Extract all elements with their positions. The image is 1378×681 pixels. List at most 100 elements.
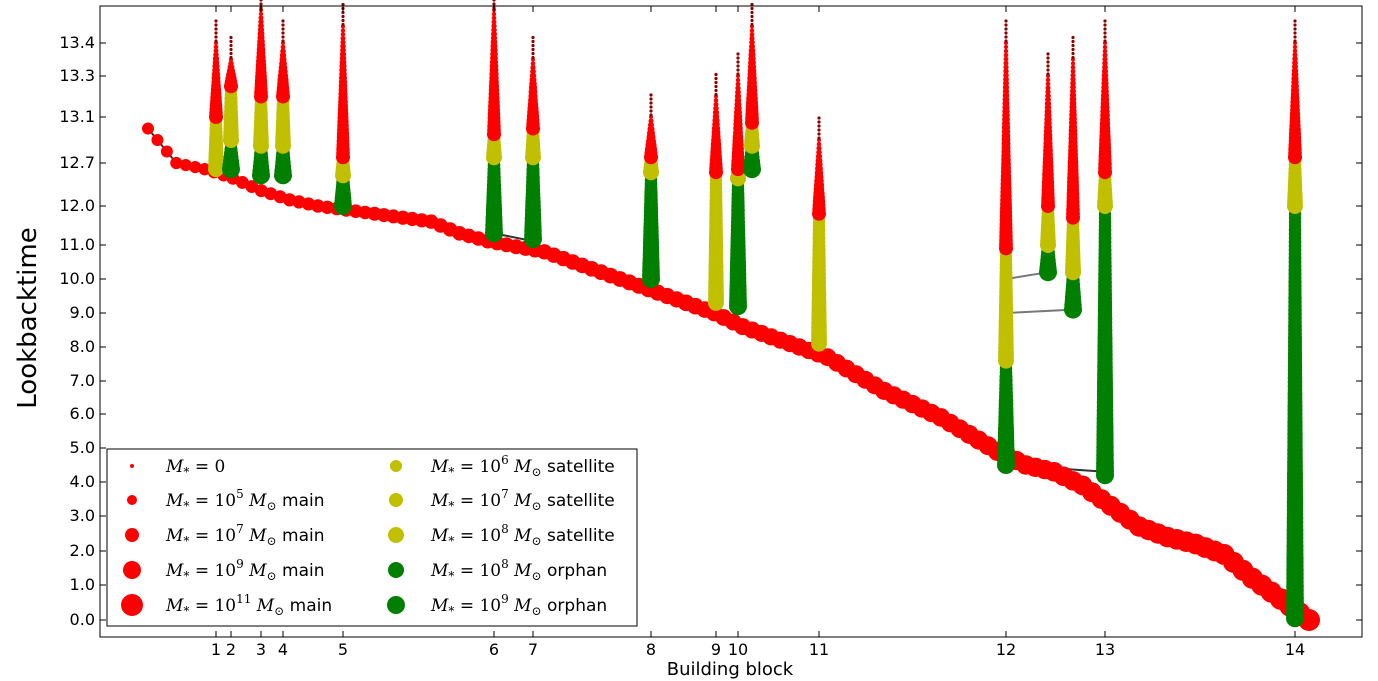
zero-mass-point	[281, 35, 285, 39]
main-point	[491, 23, 497, 29]
main-point	[1102, 60, 1108, 66]
zero-mass-point	[649, 101, 653, 105]
legend-label: M* = 1011 M⊙ main	[165, 592, 332, 618]
y-tick-label: 7.0	[70, 371, 95, 390]
main-point	[213, 44, 219, 50]
y-tick-label: 10.0	[59, 269, 95, 288]
x-tick-label: 10	[728, 640, 748, 659]
main-branch-point	[170, 156, 183, 170]
legend-label: M* = 107 M⊙ main	[165, 522, 325, 548]
zero-mass-point	[492, 0, 496, 2]
main-point	[1292, 44, 1298, 50]
main-point	[1045, 85, 1051, 91]
zero-mass-point	[229, 55, 233, 60]
main-point	[735, 89, 741, 96]
zero-mass-point	[736, 64, 740, 68]
zero-mass-point	[1293, 27, 1297, 31]
main-point	[1102, 44, 1108, 50]
zero-mass-point	[214, 27, 218, 31]
zero-mass-point	[1004, 39, 1008, 43]
main-point	[340, 47, 346, 54]
main-point	[1003, 68, 1009, 74]
legend-label: M* = 108 M⊙ satellite	[430, 522, 615, 548]
main-point	[1102, 56, 1108, 62]
legend-marker	[388, 562, 404, 578]
main-point	[279, 52, 287, 59]
main-point	[1102, 64, 1108, 71]
x-tick-label: 1	[211, 640, 221, 659]
plot-frame	[99, 5, 1363, 638]
main-point	[258, 19, 264, 25]
legend-label: M* = 107 M⊙ satellite	[430, 487, 615, 513]
zero-mass-point	[531, 51, 535, 56]
zero-mass-point	[1293, 35, 1297, 39]
main-point	[1045, 77, 1051, 83]
main-point	[1102, 48, 1108, 54]
zero-mass-point	[281, 27, 285, 31]
main-point	[1003, 56, 1009, 62]
main-point	[1045, 89, 1051, 95]
x-tick-label: 7	[528, 640, 538, 659]
y-tick-label: 12.0	[59, 196, 95, 215]
main-point	[1003, 72, 1009, 79]
y-tick-label: 13.4	[59, 33, 95, 52]
main-point	[749, 32, 755, 37]
main-point	[816, 149, 822, 156]
x-tick-label: 8	[646, 640, 656, 659]
zero-mass-point	[649, 93, 653, 97]
y-tick-label: 2.0	[70, 541, 95, 560]
zero-mass-point	[229, 51, 233, 56]
legend-label: M* = 105 M⊙ main	[165, 487, 325, 513]
x-tick-label: 13	[1095, 640, 1115, 659]
main-point	[713, 98, 719, 103]
legend-marker	[389, 493, 403, 507]
main-point	[529, 72, 537, 79]
main-point	[491, 27, 497, 33]
main-branch-point	[160, 145, 173, 158]
y-tick-label: 9.0	[70, 303, 95, 322]
main-point	[258, 22, 264, 29]
legend-label: M* = 108 M⊙ orphan	[430, 557, 607, 583]
main-point	[491, 19, 497, 25]
zero-mass-point	[736, 60, 740, 64]
y-axis: 0.0 1.0 2.0 3.0 4.0 5.0 6.0 7.0 8.0 9.0 10.0 11.0 12…	[59, 33, 1362, 629]
zero-mass-point	[750, 18, 754, 23]
main-point	[1101, 68, 1109, 75]
main-branch-point	[142, 122, 154, 135]
main-point	[280, 44, 286, 50]
zero-mass-point	[1004, 35, 1008, 39]
y-tick-label: 8.0	[70, 337, 95, 356]
main-point	[340, 32, 346, 37]
x-axis-title: Building block	[667, 659, 794, 680]
main-point	[530, 61, 536, 66]
x-tick-label: 4	[278, 640, 288, 659]
main-point	[1292, 59, 1298, 66]
zero-mass-point	[750, 22, 754, 27]
main-point	[213, 48, 219, 54]
y-tick-label: 0.0	[70, 610, 95, 629]
zero-mass-point	[817, 132, 821, 136]
zero-mass-point	[714, 88, 718, 93]
legend-marker	[390, 460, 402, 472]
zero-mass-point	[1103, 35, 1107, 39]
x-tick-label: 2	[226, 640, 236, 659]
main-point	[1003, 76, 1009, 83]
zero-mass-point	[736, 68, 740, 72]
zero-mass-point	[1071, 39, 1075, 44]
zero-mass-point	[750, 6, 754, 11]
zero-mass-point	[1071, 55, 1075, 60]
main-point	[1003, 80, 1009, 87]
zero-mass-point	[1293, 39, 1297, 43]
legend: M* = 0 M* = 105 M⊙ main M* = 107 M⊙ main M*…	[106, 448, 638, 627]
main-point	[735, 81, 741, 87]
zero-mass-point	[1103, 27, 1107, 31]
main-point	[491, 15, 497, 21]
y-tick-label: 11.0	[59, 235, 95, 254]
main-point	[713, 105, 719, 112]
x-tick-label: 6	[489, 640, 499, 659]
zero-mass-point	[1004, 19, 1008, 23]
zero-mass-point	[649, 105, 653, 109]
merger-line	[1005, 308, 1074, 314]
zero-mass-point	[259, 2, 263, 6]
main-point	[1292, 48, 1298, 54]
